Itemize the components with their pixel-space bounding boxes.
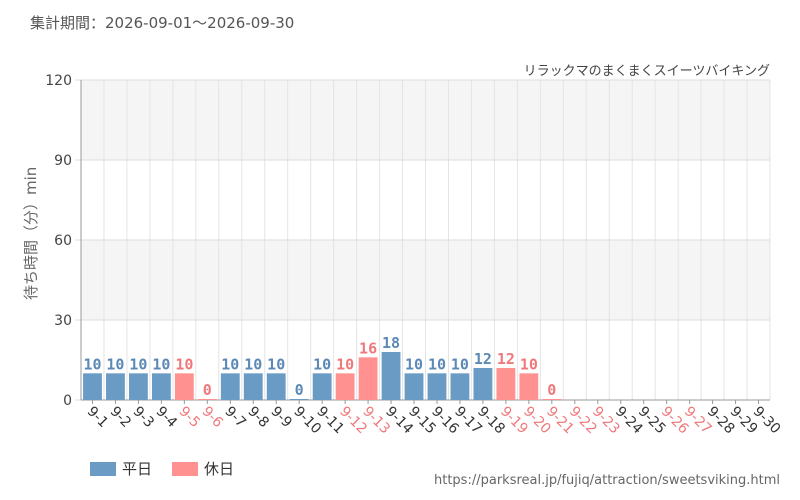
bar	[335, 373, 355, 400]
bar-value-label: 10	[451, 355, 469, 373]
bar-value-label: 10	[221, 355, 239, 373]
bar	[151, 373, 171, 400]
bar	[450, 373, 470, 400]
legend-item-weekday: 平日	[90, 458, 152, 479]
chart-subtitle: リラックマのまくまくスイーツバイキング	[523, 64, 770, 79]
bar-value-label: 10	[428, 355, 446, 373]
x-tick-label: 9-7	[221, 404, 248, 431]
bar-value-label: 16	[359, 339, 377, 357]
bar	[473, 368, 493, 400]
legend-label-holiday: 休日	[204, 460, 235, 478]
period-label: 集計期間：2026-09-01～2026-09-30	[30, 14, 295, 32]
bar	[243, 373, 263, 400]
bar-value-label: 10	[336, 355, 354, 373]
bar	[358, 357, 378, 400]
y-tick-label: 0	[63, 393, 72, 409]
legend: 平日 休日	[90, 458, 234, 479]
bar	[496, 368, 516, 400]
bar-value-label: 10	[520, 355, 538, 373]
bar	[129, 373, 148, 400]
x-tick-label: 9-2	[107, 404, 134, 431]
bar	[174, 373, 194, 400]
bar-value-label: 10	[83, 355, 101, 373]
bar	[266, 373, 286, 400]
bar-value-label: 10	[106, 355, 124, 373]
bar-value-label: 18	[382, 334, 400, 352]
bar	[519, 373, 539, 400]
bar-value-label: 10	[175, 355, 193, 373]
bar-value-label: 10	[267, 355, 285, 373]
x-tick-label: 9-9	[267, 404, 294, 431]
bar	[312, 373, 332, 400]
bar	[427, 373, 447, 400]
x-tick-label: 9-4	[153, 404, 181, 432]
source-url: https://parksreal.jp/fujiq/attraction/sw…	[434, 473, 780, 488]
y-tick-label: 120	[45, 73, 72, 89]
bar-value-label: 10	[152, 355, 170, 373]
bar-value-label: 0	[295, 381, 304, 399]
x-tick-label: 9-3	[130, 404, 157, 431]
legend-swatch-weekday	[90, 461, 116, 476]
x-tick-label: 9-1	[84, 404, 111, 431]
bar	[381, 352, 401, 400]
bar	[289, 399, 309, 400]
bar-value-label: 10	[129, 355, 147, 373]
bar	[220, 373, 240, 400]
y-tick-label: 30	[54, 313, 72, 329]
x-tick-label: 9-6	[198, 404, 226, 432]
bar	[106, 373, 125, 400]
legend-item-holiday: 休日	[172, 458, 234, 479]
bar-value-label: 10	[405, 355, 423, 373]
bar	[83, 373, 102, 400]
bar-value-label: 0	[547, 381, 556, 399]
bar-value-label: 0	[203, 381, 212, 399]
x-tick-label: 9-8	[244, 404, 271, 431]
y-tick-label: 60	[54, 233, 72, 249]
bar	[542, 399, 562, 400]
bar	[404, 373, 424, 400]
bar-value-label: 12	[497, 350, 515, 368]
legend-swatch-holiday	[172, 461, 199, 476]
bar-value-label: 10	[244, 355, 262, 373]
x-tick-label: 9-5	[176, 404, 203, 431]
legend-label-weekday: 平日	[122, 460, 153, 478]
bar	[197, 399, 217, 400]
bar-value-label: 12	[474, 350, 492, 368]
y-tick-label: 90	[54, 153, 72, 169]
bar-value-label: 10	[313, 355, 331, 373]
